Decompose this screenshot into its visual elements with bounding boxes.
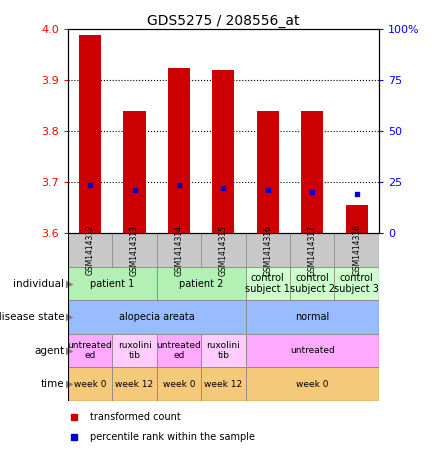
Bar [68,267,157,300]
Text: time: time [41,379,64,389]
Text: disease state: disease state [0,312,64,322]
Bar [201,367,246,401]
Bar [68,334,112,367]
Bar [157,267,246,300]
Bar [112,367,157,401]
Bar [212,70,234,233]
Text: untreated
ed: untreated ed [68,341,113,360]
Text: untreated: untreated [290,346,335,355]
Text: GSM1414312: GSM1414312 [85,225,95,275]
Text: ▶: ▶ [66,312,74,322]
Text: control
subject 2: control subject 2 [290,273,335,294]
Bar [68,367,112,401]
Text: ▶: ▶ [66,379,74,389]
Text: individual: individual [13,279,64,289]
Bar [79,34,101,233]
Bar [68,300,246,334]
Text: week 0: week 0 [74,380,106,389]
Bar [246,367,379,401]
Text: percentile rank within the sample: percentile rank within the sample [90,432,254,442]
Text: untreated
ed: untreated ed [156,341,201,360]
Text: alopecia areata: alopecia areata [119,312,194,322]
Bar [124,111,145,233]
Text: GSM1414317: GSM1414317 [308,225,317,275]
Bar [346,205,368,233]
Text: ▶: ▶ [66,279,74,289]
Text: GSM1414314: GSM1414314 [174,225,184,275]
Bar [157,334,201,367]
Text: control
subject 1: control subject 1 [245,273,290,294]
Bar [68,233,379,267]
Text: agent: agent [34,346,64,356]
Text: ▶: ▶ [66,346,74,356]
Bar [301,111,323,233]
Text: GSM1414313: GSM1414313 [130,225,139,275]
Title: GDS5275 / 208556_at: GDS5275 / 208556_at [147,14,300,29]
Bar [290,267,335,300]
Bar [246,334,379,367]
Bar [112,334,157,367]
Text: GSM1414318: GSM1414318 [352,225,361,275]
Bar [201,334,246,367]
Text: transformed count: transformed count [90,412,180,422]
Text: normal: normal [295,312,329,322]
Bar [335,267,379,300]
Text: week 12: week 12 [116,380,154,389]
Bar [257,111,279,233]
Text: GSM1414315: GSM1414315 [219,225,228,275]
Bar [157,367,201,401]
Text: GSM1414316: GSM1414316 [263,225,272,275]
Text: ruxolini
tib: ruxolini tib [206,341,240,360]
Bar [168,67,190,233]
Text: ruxolini
tib: ruxolini tib [118,341,152,360]
Text: week 12: week 12 [204,380,243,389]
Text: patient 1: patient 1 [90,279,134,289]
Bar [246,300,379,334]
Bar [246,267,290,300]
Text: week 0: week 0 [296,380,328,389]
Text: control
subject 3: control subject 3 [334,273,379,294]
Text: week 0: week 0 [162,380,195,389]
Text: patient 2: patient 2 [179,279,223,289]
